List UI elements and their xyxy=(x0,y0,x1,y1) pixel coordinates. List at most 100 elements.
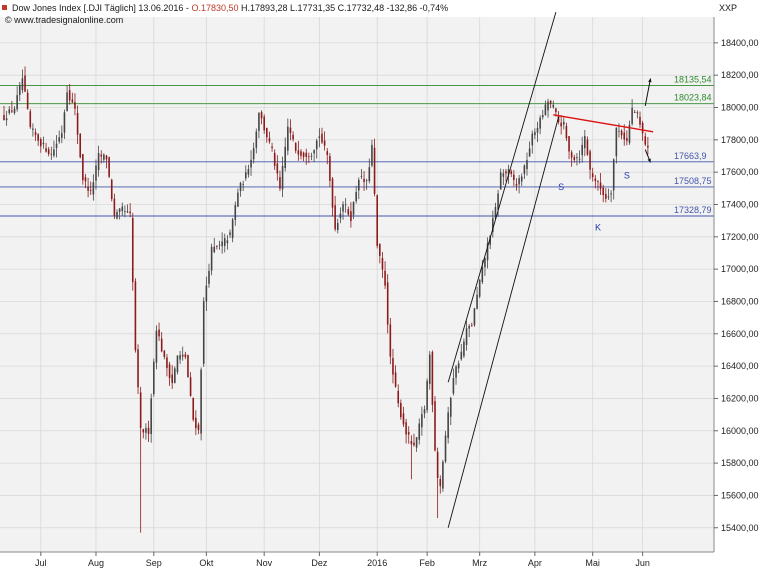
header-ohlc: H.17893,28 L.17731,35 C.17732,48 -132,86… xyxy=(241,3,448,13)
candle-body xyxy=(147,427,150,435)
candle-body xyxy=(618,130,620,132)
candle-body xyxy=(160,338,163,352)
candle-body xyxy=(252,148,255,160)
candle-body xyxy=(447,412,449,438)
candle-body xyxy=(139,392,142,428)
candle-body xyxy=(442,461,444,489)
candle-body xyxy=(489,235,491,245)
candle-body xyxy=(499,172,502,190)
candle-body xyxy=(594,178,597,182)
candle-body xyxy=(465,328,468,346)
trendline-neckline xyxy=(553,114,654,133)
candle-body xyxy=(615,127,618,157)
candle-body xyxy=(32,128,34,130)
candle-body xyxy=(578,158,581,160)
candle-body xyxy=(449,397,452,417)
candle-body xyxy=(3,115,5,121)
candle-body xyxy=(423,409,426,414)
candle-body xyxy=(468,325,470,329)
candle-body xyxy=(352,202,355,215)
candle-body xyxy=(276,163,279,174)
candle-body xyxy=(397,390,400,404)
candle-body xyxy=(268,138,271,142)
x-tick-label: Mrz xyxy=(472,558,487,568)
candle-body xyxy=(436,451,439,478)
candle-body xyxy=(244,172,247,179)
candle-body xyxy=(457,363,460,369)
x-tick-label: Dez xyxy=(311,558,328,568)
candle-body xyxy=(42,142,45,145)
candle-body xyxy=(413,442,415,446)
candle-body xyxy=(513,174,515,181)
candle-body xyxy=(357,179,360,191)
candle-body xyxy=(528,148,531,157)
candle-body xyxy=(213,246,216,253)
candle-body xyxy=(473,308,476,326)
candle-body xyxy=(597,181,599,183)
candle-body xyxy=(134,281,137,351)
candle-body xyxy=(365,180,368,182)
candle-body xyxy=(13,108,16,113)
annotations: S K S xyxy=(558,171,630,233)
candle-body xyxy=(426,380,428,411)
header-open: O.17830,50 xyxy=(191,3,238,13)
candle-body xyxy=(61,133,63,138)
candle-body xyxy=(389,324,392,357)
candle-body xyxy=(584,136,586,149)
candle-body xyxy=(29,111,32,128)
y-tick-label: 18000,00 xyxy=(721,103,759,113)
plot-background xyxy=(0,17,714,552)
candle-body xyxy=(639,116,641,125)
candle-body xyxy=(55,143,58,148)
header-title: Dow Jones Index [.DJI Täglich] 13.06.201… xyxy=(12,3,448,13)
candle-body xyxy=(342,204,344,212)
source-copyright: © www.tradesignalonline.com xyxy=(5,15,123,25)
candle-body xyxy=(463,341,465,357)
candle-body xyxy=(221,241,223,247)
x-tick-label: Jun xyxy=(635,558,650,568)
candle-body xyxy=(100,154,103,157)
candle-body xyxy=(344,204,347,206)
candle-body xyxy=(281,165,284,190)
chart-header: Dow Jones Index [.DJI Täglich] 13.06.201… xyxy=(2,3,737,25)
candle-body xyxy=(518,178,520,185)
candle-body xyxy=(599,182,602,189)
candle-body xyxy=(16,95,18,110)
candles xyxy=(3,66,649,533)
candle-body xyxy=(158,329,160,337)
candle-body xyxy=(586,139,589,155)
candle-body xyxy=(45,148,47,152)
candle-body xyxy=(434,401,436,451)
trendlines xyxy=(447,12,654,528)
candle-body xyxy=(5,118,8,121)
candle-body xyxy=(266,127,268,138)
candle-body xyxy=(329,156,331,181)
candle-body xyxy=(68,90,71,101)
candle-body xyxy=(376,195,378,246)
candle-body xyxy=(531,133,534,146)
candle-body xyxy=(591,173,594,178)
candle-body xyxy=(273,152,276,166)
y-tick-label: 17600,00 xyxy=(721,167,759,177)
x-tick-label: Apr xyxy=(528,558,542,568)
candle-body xyxy=(471,325,473,327)
candle-body xyxy=(124,210,126,212)
level-label: 17328,79 xyxy=(674,205,712,215)
candle-body xyxy=(484,258,486,268)
candle-body xyxy=(431,352,434,405)
candle-body xyxy=(153,361,155,395)
candle-body xyxy=(24,75,26,92)
candle-body xyxy=(347,209,350,215)
candle-body xyxy=(53,149,55,156)
arrow-up-head xyxy=(648,78,652,83)
candle-body xyxy=(568,136,570,152)
candle-body xyxy=(71,99,74,103)
candle-body xyxy=(137,349,139,388)
candle-body xyxy=(58,137,60,142)
candle-body xyxy=(294,142,297,151)
candle-body xyxy=(612,159,615,191)
candle-body xyxy=(418,423,421,440)
candle-body xyxy=(455,366,457,378)
candle-body xyxy=(494,207,497,219)
candle-body xyxy=(108,157,110,177)
